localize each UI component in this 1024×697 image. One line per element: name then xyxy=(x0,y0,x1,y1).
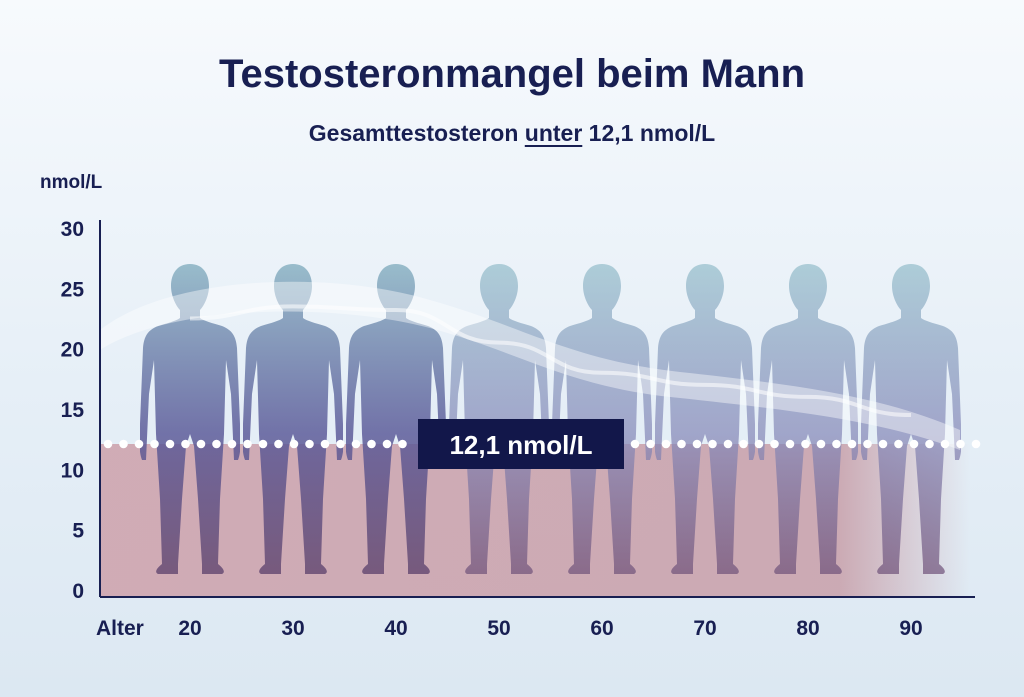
threshold-dot xyxy=(243,439,252,449)
threshold-dot xyxy=(336,439,345,449)
x-tick-label: 80 xyxy=(796,617,819,640)
threshold-dot xyxy=(367,439,376,449)
y-axis-unit-label: nmol/L xyxy=(40,172,103,193)
threshold-dot xyxy=(181,439,190,449)
threshold-dot xyxy=(971,439,981,449)
threshold-dot xyxy=(692,439,702,449)
x-tick-label: 70 xyxy=(693,617,716,640)
threshold-dot xyxy=(878,439,888,449)
threshold-dot xyxy=(646,439,655,449)
threshold-dot xyxy=(289,439,299,449)
threshold-dot xyxy=(708,439,717,449)
y-tick-label: 10 xyxy=(61,459,84,482)
threshold-dot xyxy=(785,439,795,449)
x-tick-label: 60 xyxy=(590,617,613,640)
x-tick-label: 50 xyxy=(487,617,510,640)
threshold-dot xyxy=(940,439,950,449)
threshold-dot xyxy=(150,439,159,449)
threshold-dot xyxy=(227,439,237,449)
threshold-dot xyxy=(398,439,407,449)
series-line xyxy=(189,304,912,418)
x-tick-label: 30 xyxy=(281,617,304,640)
threshold-dot xyxy=(351,439,361,449)
threshold-label: 12,1 nmol/L xyxy=(449,430,592,460)
y-tick-label: 15 xyxy=(61,399,85,422)
threshold-dot xyxy=(754,439,764,449)
threshold-dot xyxy=(103,439,113,449)
x-axis-title: Alter xyxy=(96,617,144,640)
threshold-dot xyxy=(863,439,872,449)
threshold-dot xyxy=(165,439,175,449)
threshold-dot xyxy=(382,439,392,449)
x-tick-label: 20 xyxy=(178,617,201,640)
threshold-dot xyxy=(134,439,144,449)
chart-title: Testosteronmangel beim Mann xyxy=(218,52,805,96)
threshold-dot xyxy=(212,439,221,449)
threshold-dot xyxy=(770,439,779,449)
threshold-dot xyxy=(119,439,128,449)
trend-ribbon xyxy=(100,281,960,450)
subtitle-underlined-word: unter xyxy=(524,120,583,146)
threshold-dot xyxy=(925,439,934,449)
threshold-line xyxy=(103,439,981,449)
threshold-dot xyxy=(258,439,268,449)
threshold-dot xyxy=(305,439,314,449)
subtitle-value: 12,1 nmol/L xyxy=(588,120,716,146)
x-tick-label: 40 xyxy=(384,617,407,640)
threshold-dot xyxy=(320,439,330,449)
threshold-dot xyxy=(723,439,733,449)
threshold-dot xyxy=(196,439,206,449)
threshold-dot xyxy=(847,439,857,449)
threshold-dot xyxy=(956,439,965,449)
y-tick-label: 5 xyxy=(72,520,84,543)
threshold-dot xyxy=(630,439,640,449)
threshold-dot xyxy=(894,439,903,449)
subtitle-text: Gesamttestosteron xyxy=(308,120,519,146)
threshold-label-box xyxy=(418,418,624,469)
threshold-dot xyxy=(909,439,919,449)
threshold-dot xyxy=(832,439,841,449)
y-tick-label: 0 xyxy=(72,580,84,603)
chart-subtitle: Gesamttestosteron unter 12,1 nmol/L xyxy=(0,120,1024,147)
threshold-dot xyxy=(801,439,810,449)
y-tick-label: 25 xyxy=(61,278,85,301)
y-tick-label: 30 xyxy=(61,218,84,241)
threshold-dot xyxy=(739,439,748,449)
threshold-dot xyxy=(274,439,283,449)
threshold-dot xyxy=(816,439,826,449)
threshold-dot xyxy=(677,439,686,449)
threshold-dot xyxy=(661,439,671,449)
x-tick-label: 90 xyxy=(899,617,922,640)
y-tick-label: 20 xyxy=(61,339,84,362)
